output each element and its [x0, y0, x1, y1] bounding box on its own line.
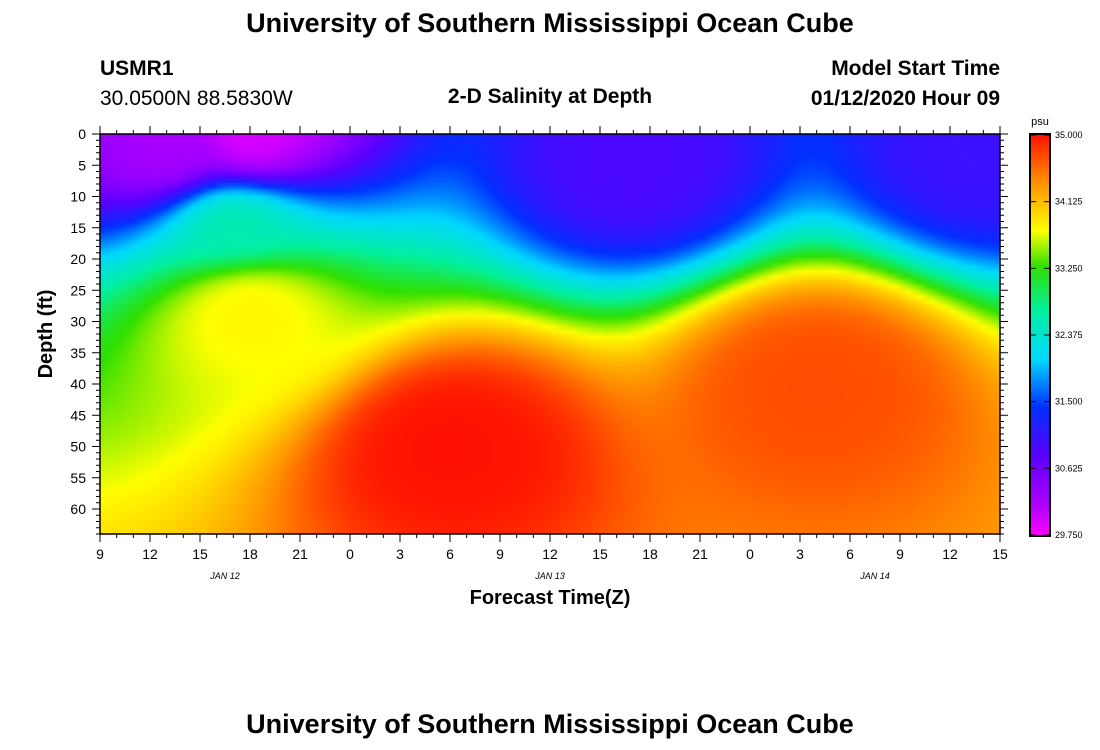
y-tick-label: 25 — [70, 282, 86, 298]
y-tick-label: 30 — [70, 314, 86, 330]
date-label: JAN 14 — [859, 571, 890, 581]
y-tick-label: 40 — [70, 376, 86, 392]
y-tick-label: 45 — [70, 407, 86, 423]
colorbar-tick-label: 32.375 — [1055, 330, 1083, 340]
x-tick-label: 15 — [592, 546, 608, 562]
x-tick-label: 15 — [992, 546, 1008, 562]
x-tick-label: 12 — [942, 546, 958, 562]
x-tick-label: 0 — [346, 546, 354, 562]
y-tick-label: 50 — [70, 439, 86, 455]
y-tick-label: 10 — [70, 189, 86, 205]
x-tick-label: 9 — [896, 546, 904, 562]
y-tick-label: 15 — [70, 220, 86, 236]
x-tick-label: 6 — [446, 546, 454, 562]
y-tick-label: 35 — [70, 345, 86, 361]
y-axis: 0 5 10 15 20 25 30 35 40 45 50 55 60 — [70, 126, 1008, 535]
y-tick-label: 0 — [78, 126, 86, 142]
model-start-label: Model Start Time — [831, 57, 1000, 80]
colorbar-tick-label: 33.250 — [1055, 263, 1083, 273]
station-coordinates: 30.0500N 88.5830W — [100, 87, 293, 110]
colorbar-tick-label: 31.500 — [1055, 397, 1083, 407]
x-tick-label: 12 — [542, 546, 558, 562]
x-tick-label: 18 — [642, 546, 658, 562]
date-label: JAN 13 — [534, 571, 565, 581]
x-axis: 9 12 15 18 21 0 3 6 9 12 15 18 21 0 3 6 9 12 15 — [96, 126, 1008, 562]
x-tick-label: 9 — [496, 546, 504, 562]
page-title: University of Southern Mississippi Ocean… — [246, 8, 854, 38]
x-tick-label: 6 — [846, 546, 854, 562]
colorbar-tick-label: 34.125 — [1055, 197, 1083, 207]
y-tick-label: 55 — [70, 470, 86, 486]
plot-title: 2-D Salinity at Depth — [447, 85, 653, 108]
station-id: USMR1 — [100, 57, 174, 80]
colorbar-ticks: 35.000 34.125 33.250 32.375 31.500 30.625 29.7… — [1030, 130, 1083, 540]
x-tick-label: 18 — [242, 546, 258, 562]
y-tick-label: 5 — [78, 157, 86, 173]
y-tick-label: 60 — [70, 501, 86, 517]
footer-title: University of Southern Mississippi Ocean… — [246, 709, 854, 739]
model-start-value: 01/12/2020 Hour 09 — [810, 87, 1000, 110]
x-tick-label: 21 — [292, 546, 308, 562]
y-tick-label: 20 — [70, 251, 86, 267]
x-axis-label: Forecast Time(Z) — [470, 587, 631, 609]
colorbar-tick-label: 35.000 — [1055, 130, 1083, 140]
colorbar-tick-label: 30.625 — [1055, 463, 1083, 473]
colorbar-tick-label: 29.750 — [1055, 530, 1083, 540]
x-tick-label: 12 — [142, 546, 158, 562]
x-tick-label: 9 — [96, 546, 104, 562]
date-labels: JAN 12 JAN 13 JAN 14 — [209, 571, 890, 581]
date-label: JAN 12 — [209, 571, 240, 581]
x-tick-label: 15 — [192, 546, 208, 562]
x-tick-label: 0 — [746, 546, 754, 562]
x-tick-label: 3 — [396, 546, 404, 562]
y-axis-label: Depth (ft) — [35, 290, 57, 379]
x-tick-label: 21 — [692, 546, 708, 562]
salinity-heatmap — [100, 134, 1000, 534]
x-tick-label: 3 — [796, 546, 804, 562]
colorbar-unit: psu — [1031, 116, 1049, 128]
